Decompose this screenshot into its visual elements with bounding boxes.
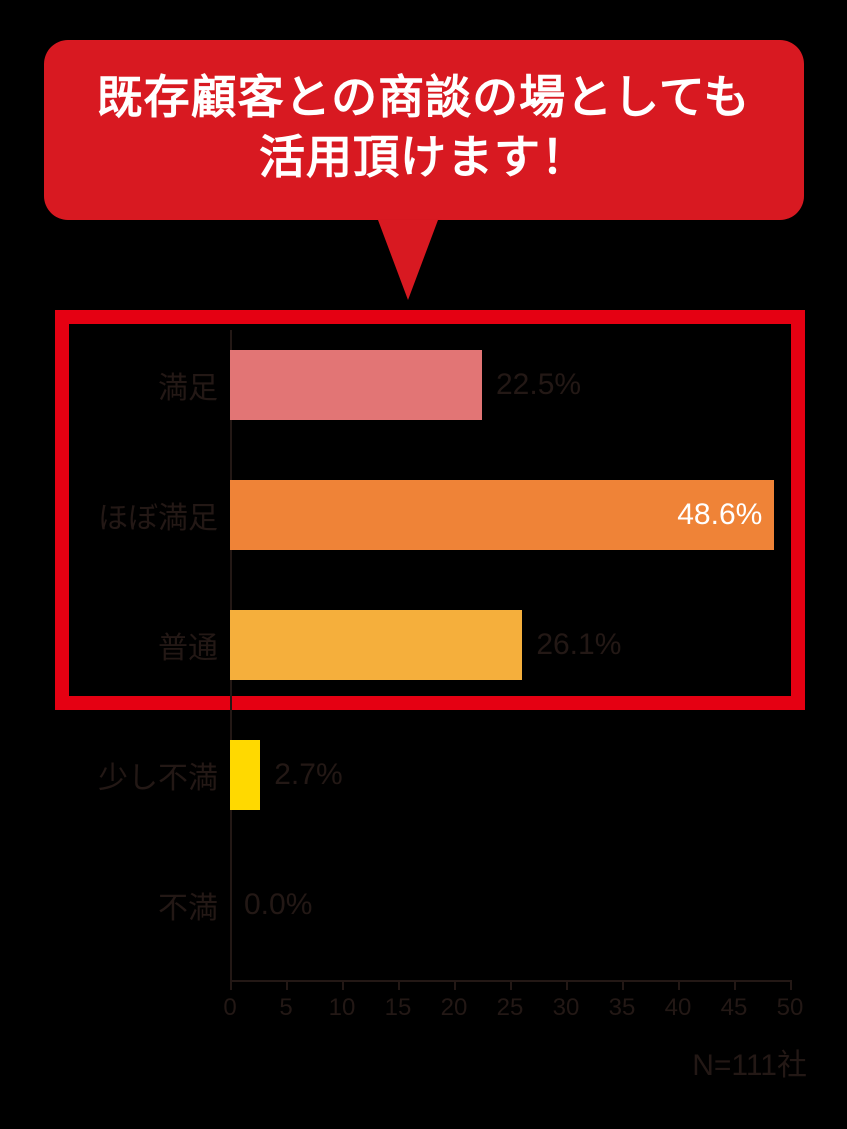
x-tick-label: 45 bbox=[721, 994, 748, 1022]
x-tick bbox=[790, 980, 792, 990]
x-tick bbox=[398, 980, 400, 990]
bar-rect bbox=[230, 350, 482, 420]
x-tick-label: 40 bbox=[665, 994, 692, 1022]
callout-line-1: 既存顧客との商談の場としても bbox=[68, 68, 780, 128]
bar-row: 満足 22.5% bbox=[0, 350, 847, 420]
bar-category-label: 満足 bbox=[158, 363, 230, 407]
x-tick-label: 25 bbox=[497, 994, 524, 1022]
bar-value-label: 0.0% bbox=[244, 888, 312, 922]
bar-category-label: 普通 bbox=[158, 623, 230, 667]
bar-row: 普通 26.1% bbox=[0, 610, 847, 680]
bar-category-label: ほぼ満足 bbox=[98, 493, 230, 537]
x-tick bbox=[566, 980, 568, 990]
callout-bubble: 既存顧客との商談の場としても 活用頂けます！ bbox=[44, 40, 804, 220]
x-tick bbox=[342, 980, 344, 990]
chart-footnote: N=111社 bbox=[692, 1040, 807, 1084]
callout-box: 既存顧客との商談の場としても 活用頂けます！ bbox=[44, 40, 804, 220]
bar-rect bbox=[230, 610, 522, 680]
bar-value-label: 2.7% bbox=[274, 758, 342, 792]
callout-line-2: 活用頂けます！ bbox=[68, 128, 780, 188]
x-tick bbox=[286, 980, 288, 990]
x-tick-label: 20 bbox=[441, 994, 468, 1022]
x-tick-label: 35 bbox=[609, 994, 636, 1022]
x-tick bbox=[454, 980, 456, 990]
x-tick-label: 50 bbox=[777, 994, 804, 1022]
bar-rect bbox=[230, 740, 260, 810]
x-tick-label: 5 bbox=[279, 994, 292, 1022]
callout-tail-icon bbox=[378, 220, 438, 300]
bar-row: 少し不満 2.7% bbox=[0, 740, 847, 810]
x-tick-label: 10 bbox=[329, 994, 356, 1022]
bar-category-label: 少し不満 bbox=[98, 753, 230, 797]
bar-chart: 満足 22.5% ほぼ満足 48.6% 普通 26.1% 少し不満 2.7% 不満 0.0% 0 5… bbox=[0, 320, 847, 1080]
x-tick bbox=[734, 980, 736, 990]
bar-row: 不満 0.0% bbox=[0, 870, 847, 940]
bar-value-label: 22.5% bbox=[496, 368, 581, 402]
x-tick bbox=[678, 980, 680, 990]
x-tick bbox=[622, 980, 624, 990]
x-tick bbox=[230, 980, 232, 990]
x-tick bbox=[510, 980, 512, 990]
bar-value-label: 48.6% bbox=[677, 498, 762, 532]
bar-category-label: 不満 bbox=[158, 883, 230, 927]
x-tick-label: 15 bbox=[385, 994, 412, 1022]
bar-row: ほぼ満足 48.6% bbox=[0, 480, 847, 550]
x-tick-label: 0 bbox=[223, 994, 236, 1022]
bar-value-label: 26.1% bbox=[536, 628, 621, 662]
x-tick-label: 30 bbox=[553, 994, 580, 1022]
